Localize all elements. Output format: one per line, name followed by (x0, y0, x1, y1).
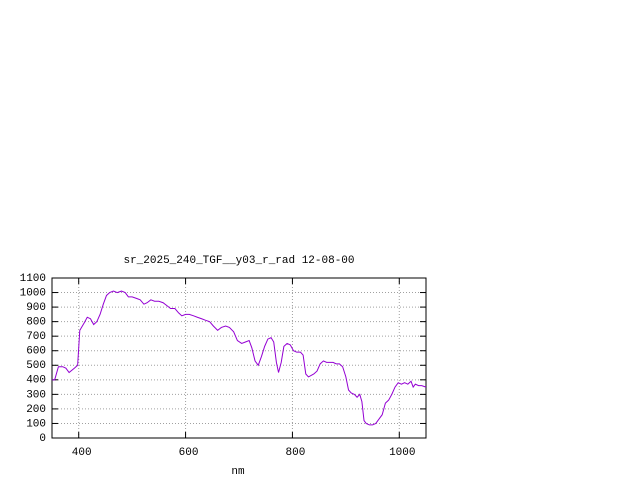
plot-border (51, 277, 427, 439)
y-tick-label: 400 (26, 375, 46, 387)
y-tick-label: 1000 (20, 287, 46, 299)
y-tick-label: 500 (26, 360, 46, 372)
data-line (52, 290, 427, 426)
x-tick-label: 600 (179, 447, 199, 459)
y-tick-label: 1100 (20, 273, 46, 285)
y-tick-label: 300 (26, 389, 46, 401)
x-axis-label: nm (231, 466, 245, 478)
y-tick-label: 800 (26, 317, 46, 329)
x-tick-label: 400 (72, 447, 92, 459)
y-tick-label: 700 (26, 331, 46, 343)
chart-title: sr_2025_240_TGF__y03_r_rad 12-08-00 (123, 255, 354, 267)
x-tick-label: 1000 (389, 447, 415, 459)
y-tick-label: 900 (26, 302, 46, 314)
y-tick-label: 200 (26, 404, 46, 416)
y-tick-label: 600 (26, 346, 46, 358)
y-tick-label: 100 (26, 418, 46, 430)
y-tick-label: 0 (39, 433, 46, 445)
x-tick-label: 800 (286, 447, 306, 459)
